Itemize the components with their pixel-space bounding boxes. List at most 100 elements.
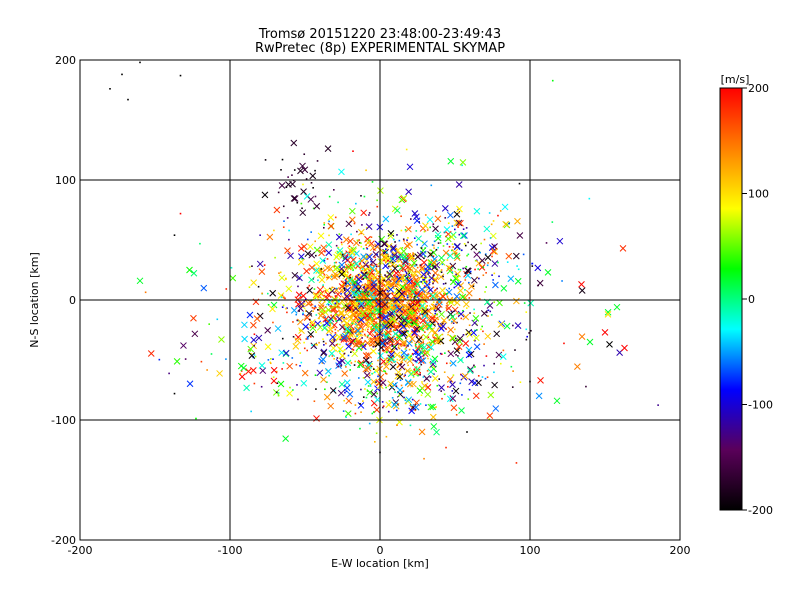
- data-point: [389, 245, 397, 253]
- y-tick-label: 0: [69, 294, 76, 307]
- data-point: [392, 261, 394, 264]
- data-point: [525, 338, 528, 341]
- data-point: [450, 404, 458, 412]
- data-point: [386, 289, 389, 292]
- data-point: [403, 354, 410, 361]
- data-point: [250, 367, 257, 374]
- data-point: [492, 281, 499, 289]
- data-point: [417, 374, 419, 377]
- data-point: [405, 148, 408, 151]
- data-point: [431, 297, 434, 300]
- data-point: [458, 407, 465, 414]
- data-point: [369, 265, 377, 272]
- data-point: [398, 347, 401, 350]
- data-point: [447, 267, 449, 270]
- data-point: [331, 327, 334, 329]
- data-point: [453, 347, 461, 354]
- data-point: [402, 258, 409, 266]
- data-point: [283, 220, 285, 223]
- data-point: [336, 247, 344, 254]
- data-point: [460, 317, 463, 320]
- data-point: [478, 264, 486, 271]
- data-point: [311, 324, 314, 326]
- data-point: [447, 385, 449, 388]
- data-point: [442, 322, 445, 325]
- data-point: [401, 310, 403, 313]
- data-point: [314, 374, 317, 377]
- data-point: [421, 292, 429, 300]
- data-point: [333, 357, 335, 360]
- data-point: [391, 401, 398, 409]
- data-point: [325, 276, 328, 279]
- data-point: [474, 259, 477, 262]
- data-point: [296, 201, 299, 204]
- data-point: [253, 382, 256, 385]
- data-point: [430, 249, 438, 256]
- data-point: [362, 400, 364, 402]
- data-point: [335, 318, 337, 320]
- data-point: [367, 385, 370, 387]
- data-point: [308, 318, 311, 321]
- data-point: [449, 395, 457, 402]
- data-point: [349, 344, 352, 347]
- data-point: [361, 347, 363, 350]
- data-point: [511, 386, 514, 388]
- data-point: [373, 265, 375, 267]
- data-point: [385, 275, 392, 283]
- data-point: [400, 343, 402, 345]
- data-point: [356, 300, 358, 302]
- data-point: [369, 344, 372, 347]
- data-point: [428, 338, 436, 346]
- data-point: [269, 289, 277, 297]
- data-point: [366, 253, 374, 261]
- data-point: [421, 308, 429, 315]
- data-point: [604, 311, 612, 318]
- data-point: [498, 275, 500, 278]
- data-point: [376, 333, 378, 336]
- data-point: [385, 435, 388, 438]
- data-point: [321, 312, 323, 315]
- data-point: [347, 302, 350, 305]
- data-point: [402, 315, 405, 318]
- data-point: [250, 321, 257, 329]
- data-point: [385, 242, 393, 250]
- data-point: [362, 356, 370, 364]
- data-point: [402, 300, 404, 303]
- data-point: [218, 336, 225, 343]
- data-point: [421, 349, 424, 352]
- data-point: [456, 335, 464, 343]
- data-point: [387, 357, 390, 360]
- data-point: [344, 327, 352, 335]
- data-point: [327, 276, 329, 279]
- data-point: [397, 261, 399, 263]
- data-point: [433, 407, 436, 409]
- data-point: [466, 367, 474, 375]
- data-point: [230, 266, 233, 269]
- data-point: [342, 236, 350, 243]
- data-point: [424, 391, 432, 398]
- data-point: [402, 238, 405, 241]
- data-point: [431, 303, 434, 306]
- data-point: [280, 296, 283, 299]
- data-point: [398, 272, 401, 274]
- data-point: [407, 345, 409, 347]
- data-point: [400, 274, 402, 276]
- data-point: [322, 315, 330, 323]
- data-point: [468, 324, 471, 327]
- data-point: [486, 302, 494, 309]
- data-point: [390, 268, 392, 271]
- data-point: [429, 226, 431, 229]
- data-point: [353, 296, 356, 298]
- data-point: [173, 234, 176, 236]
- data-point: [427, 403, 435, 411]
- data-point: [365, 223, 373, 230]
- data-point: [424, 247, 426, 249]
- data-point: [478, 298, 481, 300]
- data-point: [364, 334, 367, 337]
- data-point: [360, 232, 362, 235]
- data-point: [286, 311, 288, 314]
- data-point: [337, 389, 345, 397]
- data-point: [267, 304, 270, 306]
- data-point: [292, 343, 300, 350]
- data-point: [356, 334, 359, 337]
